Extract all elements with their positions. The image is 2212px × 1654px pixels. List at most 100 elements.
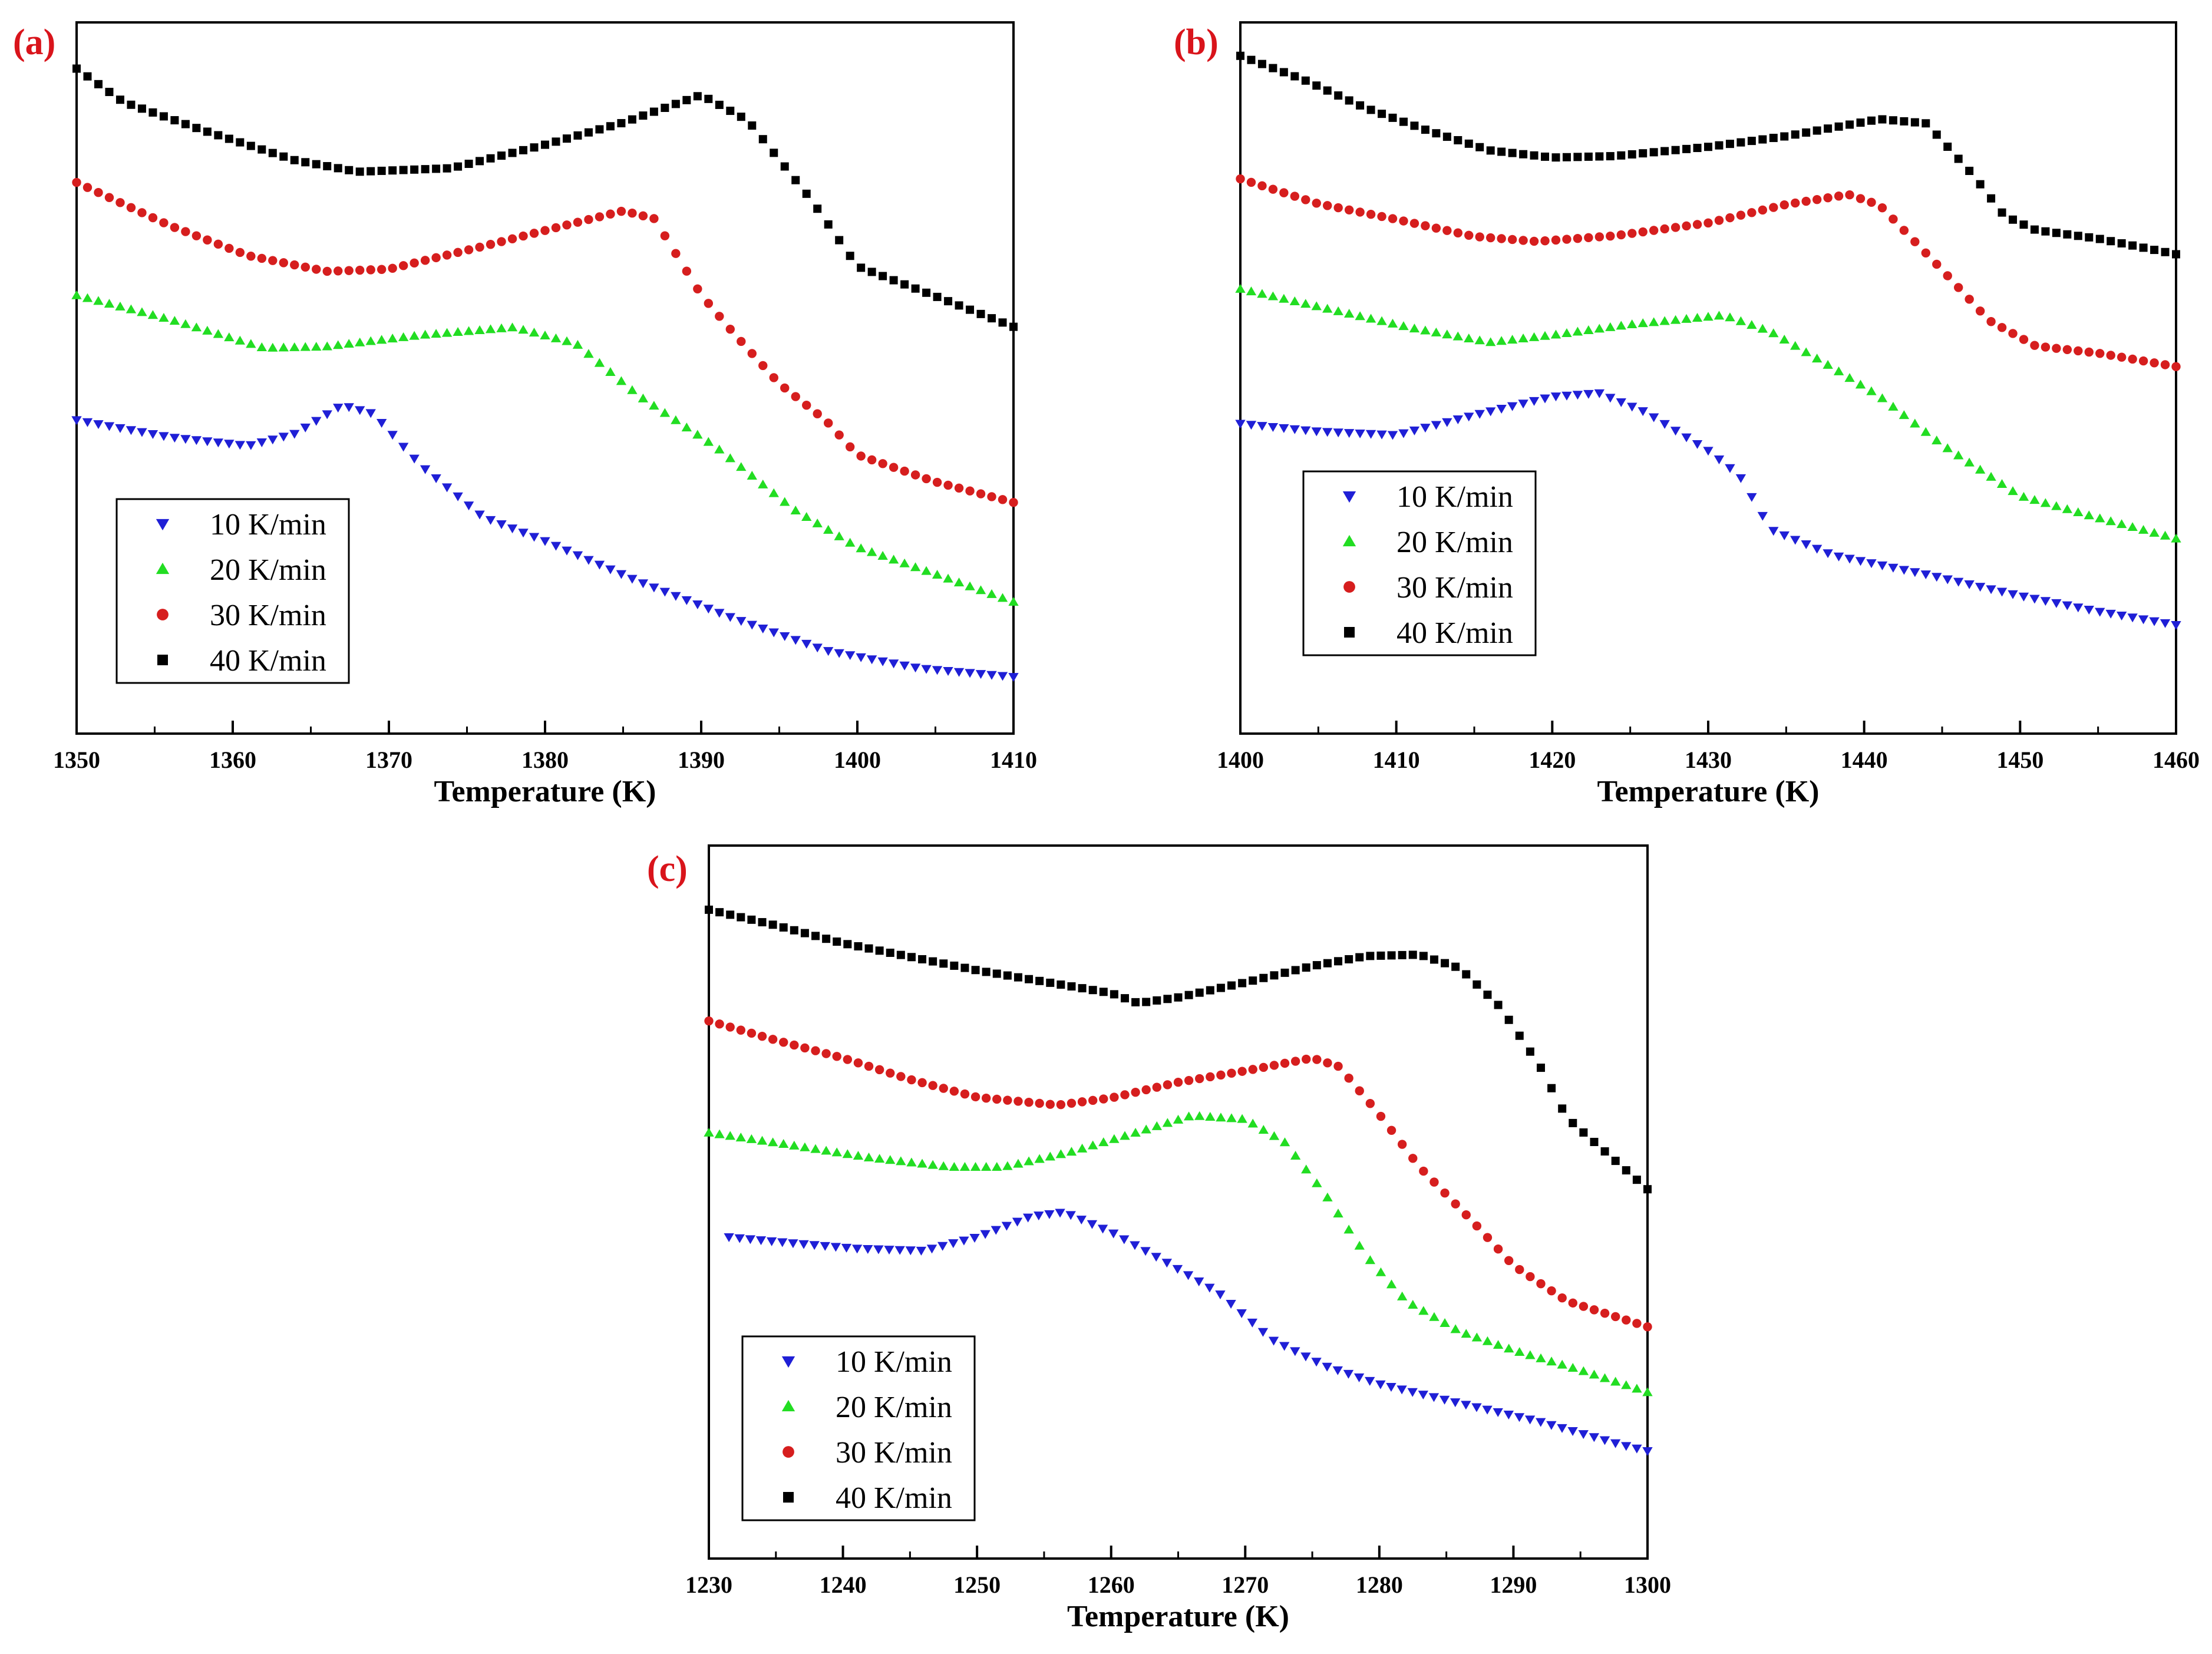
panel-c-point-40-k-min: [1280, 968, 1289, 977]
panel-a-point-40-k-min: [323, 162, 332, 171]
panel-a-point-20-k-min: [485, 324, 496, 334]
panel-b-point-10-k-min: [1343, 429, 1355, 438]
panel-b-point-20-k-min: [1246, 286, 1257, 296]
panel-b-point-10-k-min: [1637, 407, 1648, 417]
panel-a-point-30-k-min: [584, 214, 593, 225]
panel-c-point-10-k-min: [777, 1238, 788, 1247]
panel-a-point-40-k-min: [181, 120, 190, 128]
panel-b-point-20-k-min: [1540, 331, 1550, 340]
panel-c-point-40-k-min: [875, 946, 884, 955]
panel-b-point-30-k-min: [2128, 354, 2137, 364]
panel-b-point-10-k-min: [1452, 415, 1463, 425]
panel-a-point-10-k-min: [463, 501, 474, 511]
panel-c-point-40-k-min: [1046, 978, 1055, 987]
panel-b-point-20-k-min: [1801, 347, 1811, 356]
panel-b-point-30-k-min: [2150, 358, 2159, 368]
panel-b-point-10-k-min: [1540, 394, 1550, 404]
panel-a-point-20-k-min: [725, 453, 735, 463]
panel-a-point-20-k-min: [322, 341, 332, 351]
panel-b-point-10-k-min: [1877, 561, 1888, 570]
panel-c-point-10-k-min: [959, 1236, 969, 1246]
panel-a-point-30-k-min: [834, 430, 844, 440]
panel-b-point-30-k-min: [1921, 248, 1931, 257]
panel-c-point-20-k-min: [1120, 1131, 1130, 1140]
panel-a-point-10-k-min: [387, 431, 398, 440]
panel-b-point-20-k-min: [2040, 498, 2051, 507]
panel-c-point-30-k-min: [1302, 1054, 1311, 1064]
panel-b-point-20-k-min: [1474, 335, 1485, 345]
panel-a-point-20-k-min: [93, 296, 104, 305]
panel-c-point-20-k-min: [1226, 1113, 1237, 1123]
panel-b-point-20-k-min: [1659, 316, 1670, 325]
panel-a-point-10-k-min: [681, 596, 692, 605]
panel-a-point-20-k-min: [169, 316, 180, 325]
panel-a-point-20-k-min: [975, 585, 986, 595]
panel-c-point-30-k-min: [1056, 1100, 1066, 1110]
panel-a-point-30-k-min: [725, 324, 735, 334]
panel-a-point-30-k-min: [137, 208, 147, 217]
panel-c-point-10-k-min: [766, 1237, 777, 1246]
panel-b-point-30-k-min: [1355, 207, 1365, 217]
panel-b-point-30-k-min: [1943, 271, 1952, 280]
panel-b-point-10-k-min: [1692, 440, 1703, 449]
panel-b-x-tick-label: 1450: [1996, 747, 2043, 773]
panel-a-point-20-k-min: [387, 334, 398, 343]
panel-c-point-40-k-min: [1441, 959, 1450, 968]
panel-b-point-30-k-min: [1507, 235, 1517, 245]
panel-c-point-20-k-min: [885, 1155, 896, 1164]
panel-a-point-20-k-min: [583, 349, 594, 358]
panel-a-point-10-k-min: [953, 668, 965, 677]
panel-a-point-10-k-min: [844, 651, 856, 661]
panel-b-legend-marker-20-k-min: [1342, 534, 1356, 547]
panel-c-point-10-k-min: [1065, 1211, 1076, 1220]
panel-a-point-10-k-min: [692, 600, 703, 610]
panel-a-point-40-k-min: [704, 94, 713, 103]
panel-b-point-20-k-min: [2073, 507, 2084, 517]
panel-a-point-20-k-min: [256, 342, 267, 351]
panel-b-point-10-k-min: [1616, 398, 1626, 407]
panel-a-point-10-k-min: [180, 435, 191, 444]
panel-c-point-20-k-min: [1471, 1332, 1483, 1342]
panel-c-point-10-k-min: [1268, 1336, 1279, 1346]
panel-a-point-30-k-min: [126, 203, 136, 213]
panel-c-point-20-k-min: [1279, 1137, 1290, 1147]
panel-c-point-20-k-min: [1258, 1125, 1269, 1134]
panel-a-point-10-k-min: [986, 671, 997, 680]
panel-a-point-30-k-min: [791, 392, 800, 401]
panel-c-point-40-k-min: [1632, 1176, 1641, 1184]
panel-a-point-20-k-min: [202, 325, 213, 335]
panel-b-point-20-k-min: [1279, 293, 1289, 303]
panel-c-point-30-k-min: [970, 1092, 980, 1102]
panel-b-x-tick-label: 1460: [2152, 747, 2200, 773]
panel-b-point-20-k-min: [1442, 329, 1452, 339]
panel-a-point-30-k-min: [82, 183, 93, 192]
panel-a-point-30-k-min: [551, 223, 561, 233]
panel-c-legend-marker-10-k-min: [781, 1356, 795, 1368]
panel-b-point-10-k-min: [2095, 608, 2105, 617]
panel-a-point-30-k-min: [192, 231, 202, 240]
panel-a-x-tick-label: 1350: [53, 747, 100, 773]
panel-a-point-30-k-min: [573, 217, 583, 227]
panel-b-point-10-k-min: [1964, 580, 1975, 589]
panel-b-point-10-k-min: [1975, 583, 1986, 592]
panel-a-point-20-k-min: [224, 332, 235, 342]
panel-b-point-40-k-min: [2139, 243, 2148, 252]
panel-c-point-30-k-min: [1472, 1221, 1482, 1231]
panel-c-point-20-k-min: [992, 1162, 1002, 1171]
panel-a-point-40-k-min: [388, 166, 397, 175]
panel-b-point-40-k-min: [1530, 151, 1539, 160]
panel-c-point-10-k-min: [1087, 1220, 1098, 1229]
panel-b-point-40-k-min: [1856, 118, 1865, 127]
panel-b-point-40-k-min: [2063, 230, 2072, 239]
panel-a-point-10-k-min: [540, 537, 550, 546]
panel-b-point-10-k-min: [2084, 606, 2094, 615]
panel-c-point-40-k-min: [747, 915, 756, 924]
panel-a-point-10-k-min: [725, 613, 735, 622]
panel-b-point-10-k-min: [1648, 413, 1659, 422]
panel-c-point-10-k-min: [1546, 1421, 1557, 1430]
panel-a-point-10-k-min: [344, 403, 354, 412]
panel-c-point-10-k-min: [1353, 1373, 1365, 1382]
panel-b-point-30-k-min: [2117, 352, 2127, 362]
panel-b-point-40-k-min: [2085, 233, 2094, 242]
